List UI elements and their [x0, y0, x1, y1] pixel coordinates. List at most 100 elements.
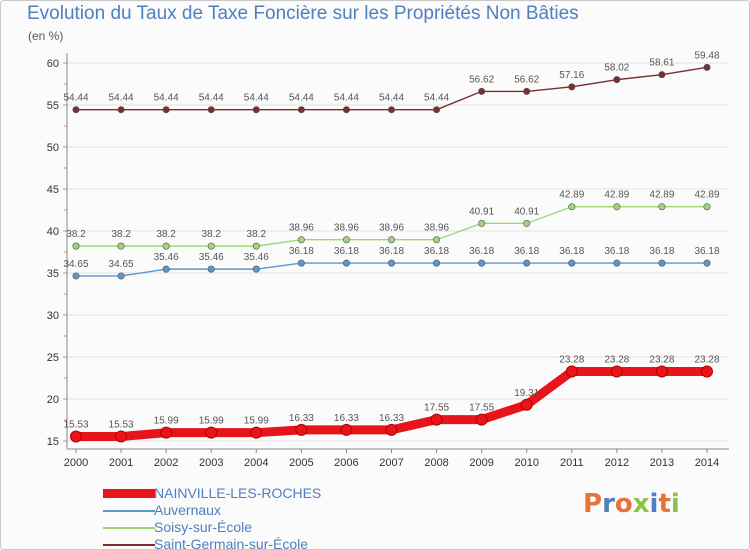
gridlines — [67, 62, 729, 442]
x-tick-label: 2012 — [605, 457, 629, 469]
x-tick-label: 2008 — [424, 457, 448, 469]
data-point — [72, 242, 80, 250]
data-point — [523, 87, 531, 95]
data-point — [478, 219, 486, 227]
data-point — [117, 272, 125, 280]
data-label: 34.65 — [63, 259, 88, 270]
logo-letter: x — [632, 489, 650, 519]
data-label: 38.96 — [379, 223, 404, 234]
data-point — [658, 71, 666, 79]
data-label: 59.48 — [694, 50, 719, 61]
data-point — [430, 413, 443, 426]
data-point — [613, 76, 621, 84]
data-point — [252, 242, 260, 250]
x-tick-label: 2013 — [650, 457, 674, 469]
data-point — [565, 365, 578, 378]
data-label: 58.02 — [604, 63, 629, 74]
data-point — [162, 106, 170, 114]
data-point — [297, 236, 305, 244]
data-point — [340, 423, 353, 436]
data-point — [207, 242, 215, 250]
legend-label-nainville: NAINVILLE-LES-ROCHES — [154, 485, 322, 501]
data-point — [568, 203, 576, 211]
data-point — [478, 259, 486, 267]
logo-letter: o — [614, 489, 633, 519]
legend-label-soisy: Soisy-sur-École — [154, 519, 253, 535]
y-tick-label: 20 — [47, 394, 59, 406]
data-label: 15.99 — [154, 416, 179, 427]
data-point — [162, 265, 170, 273]
data-label: 36.18 — [514, 246, 539, 257]
data-label: 38.2 — [111, 229, 131, 240]
y-tick-label: 15 — [47, 436, 59, 448]
logo-letter: t — [658, 489, 671, 519]
legend-swatch-auvernaux — [103, 510, 155, 512]
data-point — [295, 423, 308, 436]
data-point — [252, 106, 260, 114]
y-tick-label: 25 — [47, 352, 59, 364]
data-point — [297, 259, 305, 267]
logo-letter: r — [602, 489, 615, 519]
data-label: 36.18 — [604, 246, 629, 257]
logo-letter: i — [649, 489, 659, 519]
data-point — [160, 426, 173, 439]
data-point — [72, 272, 80, 280]
data-point — [433, 259, 441, 267]
y-tick-label: 35 — [47, 268, 59, 280]
data-point — [162, 242, 170, 250]
data-label: 57.16 — [559, 70, 584, 81]
data-point — [478, 87, 486, 95]
legend-swatch-soisy — [103, 527, 155, 529]
data-label: 23.28 — [604, 354, 629, 365]
data-point — [658, 259, 666, 267]
data-label: 38.2 — [247, 229, 267, 240]
data-label: 38.96 — [424, 223, 449, 234]
data-point — [252, 265, 260, 273]
data-label: 56.62 — [514, 74, 539, 85]
data-label: 58.61 — [649, 58, 674, 69]
data-point — [387, 236, 395, 244]
data-point — [207, 265, 215, 273]
data-point — [703, 203, 711, 211]
y-tick-label: 60 — [47, 58, 59, 70]
y-tick-label: 55 — [47, 100, 59, 112]
data-label: 23.28 — [559, 354, 584, 365]
data-label: 38.2 — [66, 229, 86, 240]
x-tick-label: 2011 — [560, 457, 584, 469]
legend-swatch-nainville — [103, 489, 155, 498]
data-label: 36.18 — [469, 246, 494, 257]
data-point — [115, 430, 128, 443]
data-label: 15.99 — [244, 416, 269, 427]
data-point — [72, 106, 80, 114]
data-label: 36.18 — [424, 246, 449, 257]
data-label: 42.89 — [604, 190, 629, 201]
data-point — [523, 259, 531, 267]
data-label: 54.44 — [334, 93, 359, 104]
logo-letter: P — [583, 489, 603, 519]
data-label: 38.96 — [334, 223, 359, 234]
data-point — [117, 242, 125, 250]
data-point — [387, 259, 395, 267]
data-point — [70, 430, 82, 443]
data-point — [523, 219, 531, 227]
data-label: 54.44 — [199, 93, 224, 104]
x-tick-label: 2010 — [514, 457, 538, 469]
data-label: 15.99 — [199, 416, 224, 427]
data-label: 35.46 — [199, 252, 224, 263]
data-label: 54.44 — [154, 93, 179, 104]
data-point — [250, 426, 263, 439]
data-point — [613, 203, 621, 211]
data-label: 42.89 — [694, 190, 719, 201]
data-label: 23.28 — [694, 354, 719, 365]
data-point — [385, 423, 398, 436]
data-point — [703, 63, 711, 71]
data-point — [613, 259, 621, 267]
data-label: 16.33 — [334, 413, 359, 424]
data-label: 54.44 — [379, 93, 404, 104]
chart-title: Evolution du Taux de Taxe Foncière sur l… — [27, 3, 579, 24]
data-label: 36.18 — [289, 246, 314, 257]
line-chart: 15 20 25 30 35 40 45 50 55 60 2000 2001 2002 2003 2004… — [47, 50, 729, 469]
data-label: 42.89 — [649, 190, 674, 201]
data-label: 35.46 — [244, 252, 269, 263]
data-point — [387, 106, 395, 114]
